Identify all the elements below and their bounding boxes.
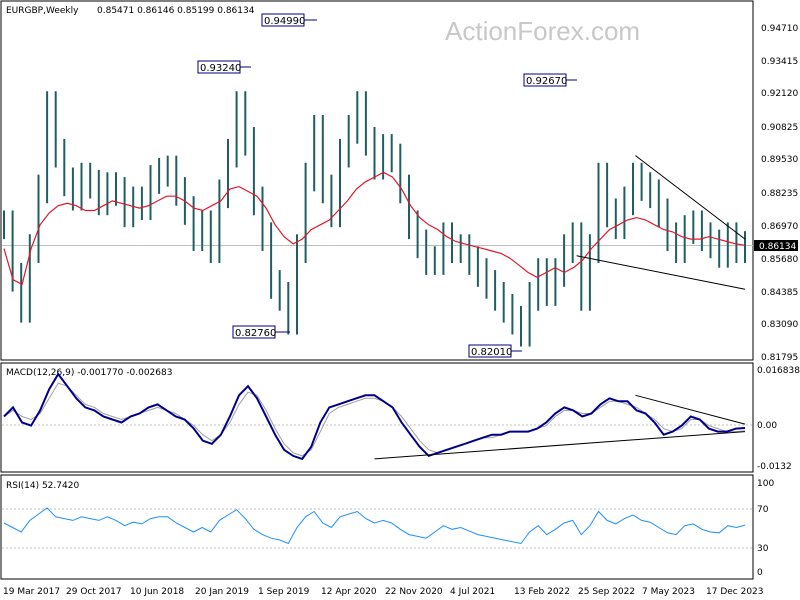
price-y-tick: 0.83090 (761, 320, 798, 330)
current-price-tag (754, 240, 798, 251)
price-y-tick: 0.90825 (761, 123, 798, 133)
price-y-tick: 0.93415 (761, 57, 798, 67)
price-y-axis: 0.94710 0.93415 0.92120 0.90825 0.89530 … (761, 24, 798, 363)
x-tick: 12 Apr 2020 (321, 587, 377, 597)
rsi-readout: RSI(14) 52.7420 (6, 481, 79, 491)
macd-panel (0, 362, 754, 473)
price-bars (3, 91, 746, 347)
macd-trendlines (374, 394, 746, 460)
price-trendline (576, 255, 746, 290)
price-panel (0, 0, 754, 361)
rsi-y-tick: 100 (757, 479, 774, 489)
macd-trendline (635, 394, 746, 425)
x-tick: 13 Feb 2022 (514, 587, 570, 597)
price-y-tick: 0.85680 (761, 255, 798, 265)
price-title: EURGBP,Weekly (6, 6, 79, 16)
price-y-tick: 0.86970 (761, 222, 798, 232)
x-tick: 25 Sep 2022 (578, 587, 635, 597)
price-trendline (635, 155, 746, 240)
price-y-tick: 0.84385 (761, 288, 798, 298)
price-y-tick: 0.94710 (761, 24, 798, 34)
price-y-tick: 0.89530 (761, 155, 798, 165)
rsi-y-axis: 100 70 30 0 (757, 479, 774, 578)
x-tick: 19 Mar 2017 (3, 587, 60, 597)
callout-label: 0.93240 (200, 63, 241, 74)
x-tick: 7 May 2023 (642, 587, 695, 597)
x-tick: 1 Sep 2019 (258, 587, 310, 597)
current-price-label: 0.86134 (759, 242, 796, 252)
x-tick: 20 Jan 2019 (195, 587, 249, 597)
macd-line (3, 372, 746, 461)
macd-y-tick: 0.016838 (757, 366, 800, 376)
rsi-y-tick: 0 (757, 568, 763, 578)
macd-y-tick: 0.00 (757, 421, 777, 431)
x-tick: 10 Jun 2018 (130, 587, 184, 597)
price-trendlines (576, 155, 746, 290)
rsi-y-tick: 30 (757, 544, 769, 554)
callout-label: 0.82760 (235, 328, 276, 339)
rsi-y-tick: 70 (757, 505, 769, 515)
high-low-callouts: 0.94990 0.93240 0.92670 0.82760 0.82010 (197, 13, 577, 358)
x-tick: 4 Jul 2021 (450, 587, 495, 597)
x-tick: 22 Nov 2020 (385, 587, 443, 597)
price-y-tick: 0.81795 (761, 353, 798, 363)
callout-label: 0.92670 (526, 76, 567, 87)
macd-y-tick: -0.0132 (757, 462, 792, 472)
rsi-panel (0, 474, 754, 580)
callout-label: 0.94990 (264, 16, 305, 27)
macd-trendline (374, 431, 746, 460)
x-tick: 29 Oct 2017 (66, 587, 122, 597)
price-ohlc-readout: 0.85471 0.86146 0.85199 0.86134 (97, 6, 255, 16)
macd-readout: MACD(12,26,9) -0.001770 -0.002683 (6, 368, 172, 378)
moving-average-line (3, 171, 746, 286)
macd-y-axis: 0.016838 0.00 -0.0132 (757, 366, 800, 472)
price-y-tick: 0.88235 (761, 189, 798, 199)
x-axis: 19 Mar 2017 29 Oct 2017 10 Jun 2018 20 J… (3, 587, 764, 597)
callout-label: 0.82010 (471, 347, 512, 358)
x-tick: 17 Dec 2023 (706, 587, 764, 597)
rsi-line (3, 507, 746, 545)
price-y-tick: 0.92120 (761, 89, 798, 99)
watermark: ActionForex.com (445, 16, 640, 46)
